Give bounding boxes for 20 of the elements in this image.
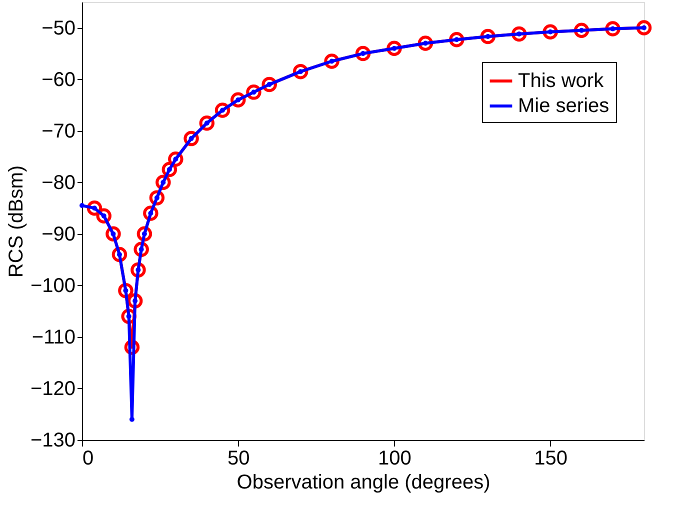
x-tick-label: 150	[534, 448, 568, 470]
y-tick-label: −90	[42, 223, 76, 246]
legend-label: This work	[518, 70, 605, 92]
legend-label: Mie series	[518, 95, 610, 117]
point	[129, 416, 134, 422]
y-tick-label: −60	[42, 68, 76, 91]
y-tick-label: −70	[42, 120, 76, 142]
y-axis-title: RCS (dBsm)	[5, 165, 28, 278]
y-tick-label: −50	[42, 17, 76, 40]
y-tick-label: −110	[32, 326, 76, 348]
point	[636, 20, 652, 36]
y-tick-label: −80	[42, 172, 76, 194]
y-tick-label: −100	[30, 274, 76, 297]
x-tick-label: 100	[378, 448, 412, 470]
y-tick-label: −120	[30, 378, 76, 400]
x-axis-title: Observation angle (degrees)	[236, 472, 490, 494]
x-tick-label: 0	[82, 448, 94, 470]
point	[80, 203, 84, 208]
x-tick-label: 50	[227, 448, 250, 470]
y-tick-label: −130	[30, 430, 76, 452]
